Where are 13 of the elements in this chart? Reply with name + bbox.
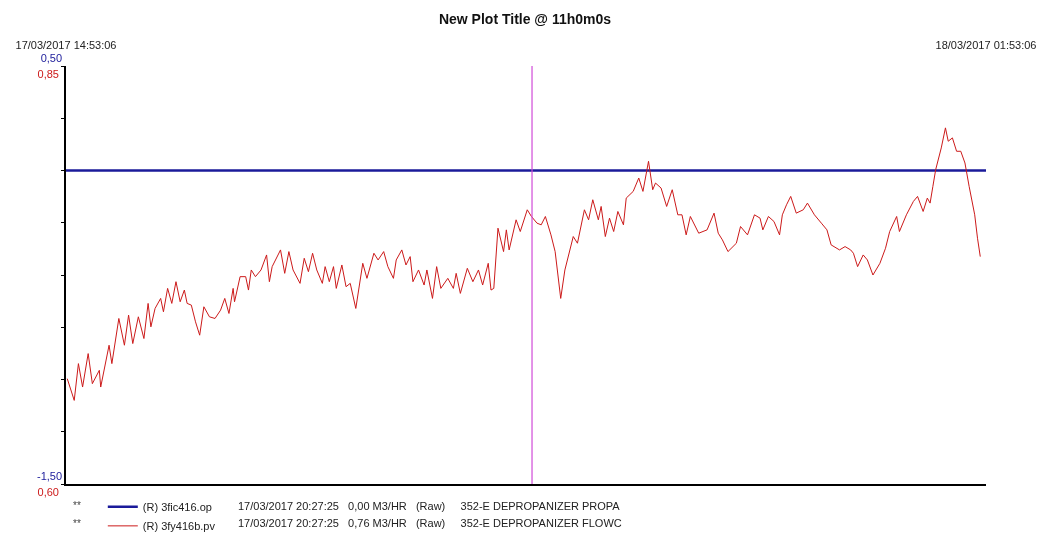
x-tick-label: 17/03/2017 14:53:06 <box>15 38 117 51</box>
text: ** <box>73 500 81 511</box>
text: 17/03/2017 20:27:25 0,76 M3/HR (Raw) 352-E DEPROPANIZER FLOWC <box>238 517 622 529</box>
legend-label: (R) 3fy416b.pv <box>142 520 216 533</box>
legend-label: (R) 3fic416.op <box>142 501 212 514</box>
x-tick-label: 18/03/2017 01:53:06 <box>935 38 1037 51</box>
text: 17/03/2017 20:27:25 0,00 M3/HR (Raw) 352-E DEPROPANIZER PROPA <box>238 500 621 512</box>
y2-tick-label: 0,85 <box>37 67 59 80</box>
y-tick-label: -1,50 <box>36 469 63 482</box>
text: ** <box>73 518 81 529</box>
y-tick-label: 0,50 <box>40 51 63 64</box>
y2-tick-label: 0,60 <box>37 485 59 498</box>
chart-title: New Plot Title @ 11h0m0s <box>438 10 612 27</box>
